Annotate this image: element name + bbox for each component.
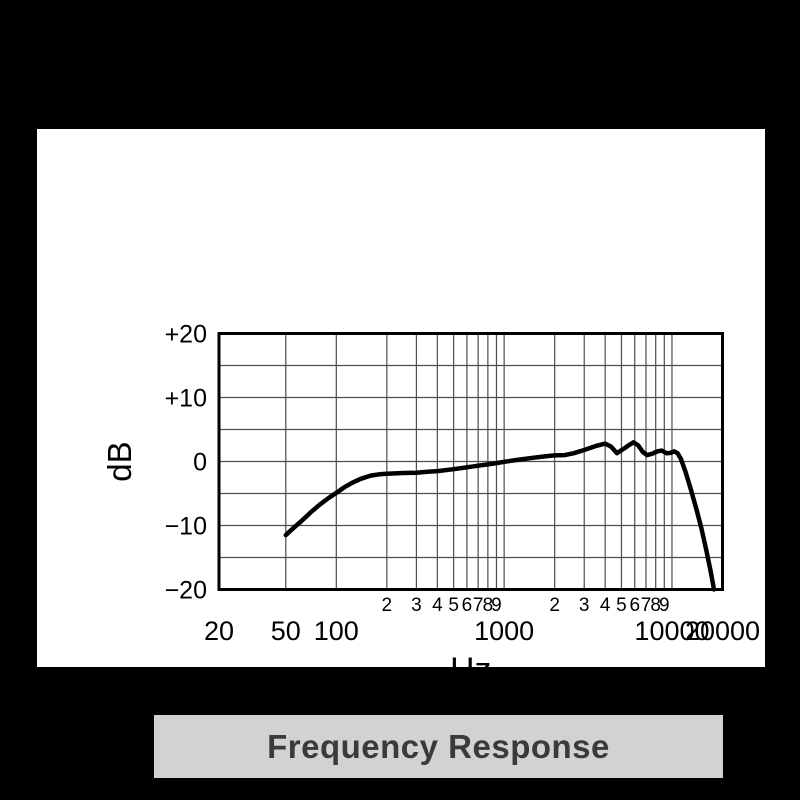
x-axis-minor-label: 6 xyxy=(462,595,473,616)
x-axis-label: Hz xyxy=(450,651,492,689)
x-axis-tick-label: 20 xyxy=(204,616,234,646)
x-axis-minor-label: 2 xyxy=(549,595,560,616)
x-axis-tick-label: 100 xyxy=(314,616,359,646)
y-axis-tick-label: −10 xyxy=(165,513,207,541)
x-axis-minor-label: 3 xyxy=(411,595,422,616)
y-axis-tick-label: −20 xyxy=(165,577,207,605)
x-axis-minor-label: 4 xyxy=(600,595,611,616)
y-axis-tick-label: +10 xyxy=(165,385,207,413)
x-axis-minor-label: 9 xyxy=(491,595,502,616)
x-axis-minor-label: 7 xyxy=(473,595,484,616)
response-curve xyxy=(283,440,717,592)
x-axis-minor-label: 5 xyxy=(448,595,459,616)
x-axis-tick-label: 1000 xyxy=(474,616,534,646)
x-axis-minor-label: 7 xyxy=(641,595,652,616)
x-axis-minor-label: 8 xyxy=(650,595,661,616)
x-axis-minor-label: 9 xyxy=(659,595,670,616)
x-axis-minor-label: 8 xyxy=(483,595,494,616)
x-axis-minor-label: 2 xyxy=(382,595,393,616)
x-axis-tick-label: 20000 xyxy=(685,616,760,646)
spec-sheet-panel: +20 +10 0 −10 −20 dB 2 3 4 5 6 7 8 9 2 3 4 5 6 7 8 9 20 50 100 10… xyxy=(37,129,765,778)
x-axis-minor-label: 5 xyxy=(616,595,627,616)
x-axis-minor-label: 6 xyxy=(629,595,640,616)
chart-title-banner: Frequency Response xyxy=(154,715,723,778)
plot-frame xyxy=(217,332,724,591)
y-axis-tick-label: +20 xyxy=(165,321,207,349)
x-axis-tick-label: 50 xyxy=(271,616,301,646)
x-axis-tick-label: 10000 xyxy=(634,616,709,646)
chart-title: Frequency Response xyxy=(267,727,610,765)
y-axis-label: dB xyxy=(101,441,138,481)
x-axis-minor-label: 3 xyxy=(579,595,590,616)
y-axis-tick-label: 0 xyxy=(193,449,207,477)
x-axis-minor-label: 4 xyxy=(432,595,443,616)
